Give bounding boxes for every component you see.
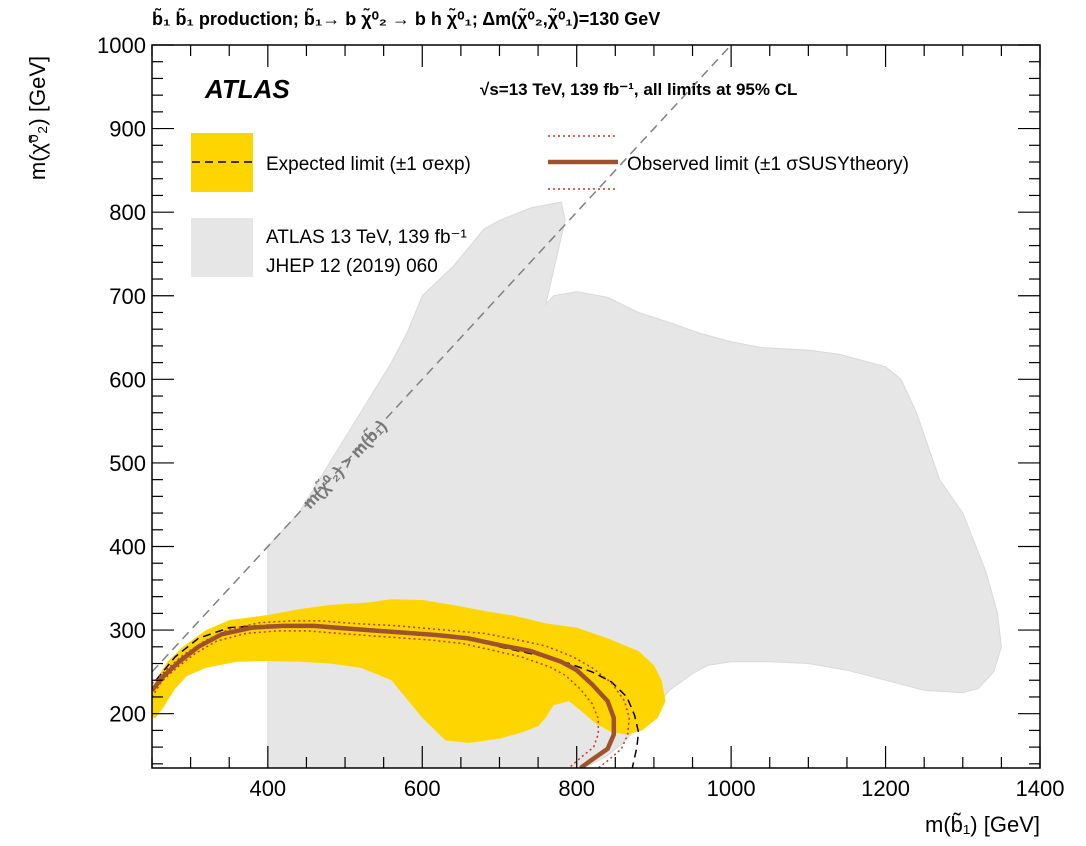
- y-tick-label: 1000: [97, 33, 146, 58]
- energy-lumi-label: √s=13 TeV, 139 fb⁻¹, all limits at 95% C…: [480, 80, 797, 99]
- plot-frame: [151, 44, 1041, 769]
- plot-area: [152, 45, 1002, 768]
- legend: Expected limit (±1 σexp) Observed limit …: [191, 133, 909, 277]
- y-tick-label: 900: [109, 117, 146, 142]
- chart-title: b̃₁ b̃₁ production; b̃₁→ b χ̃⁰₂ → b h χ̃…: [152, 7, 660, 29]
- y-tick-label: 500: [109, 451, 146, 476]
- x-tick-label: 400: [249, 776, 286, 801]
- legend-expected-label: Expected limit (±1 σexp): [266, 154, 471, 175]
- legend-previous-swatch: [191, 218, 253, 277]
- y-axis-label: m(χ̃⁰₂) [GeV]: [25, 56, 50, 180]
- atlas-label: ATLAS: [204, 74, 290, 104]
- axes: 400 600 800 1000 1200 1400 200 300 400 500 600 700 8…: [97, 33, 1064, 801]
- x-tick-label: 1400: [1016, 776, 1065, 801]
- y-tick-label: 700: [109, 284, 146, 309]
- y-tick-label: 800: [109, 200, 146, 225]
- legend-previous-label-1: ATLAS 13 TeV, 139 fb⁻¹: [266, 227, 467, 248]
- x-tick-label: 800: [558, 776, 595, 801]
- kinematic-diagonal: [152, 45, 732, 673]
- x-tick-label: 1200: [861, 776, 910, 801]
- x-tick-label: 600: [404, 776, 441, 801]
- x-tick-label: 1000: [707, 776, 756, 801]
- legend-observed-label: Observed limit (±1 σSUSYtheory): [627, 154, 909, 175]
- y-tick-label: 300: [109, 618, 146, 643]
- expected-band: [152, 599, 666, 743]
- observed-limit-line: [152, 623, 617, 768]
- legend-previous-label-2: JHEP 12 (2019) 060: [266, 256, 438, 277]
- y-tick-label: 400: [109, 535, 146, 560]
- y-tick-label: 200: [109, 702, 146, 727]
- y-tick-label: 600: [109, 367, 146, 392]
- x-axis-label: m(b̃₁) [GeV]: [925, 812, 1040, 837]
